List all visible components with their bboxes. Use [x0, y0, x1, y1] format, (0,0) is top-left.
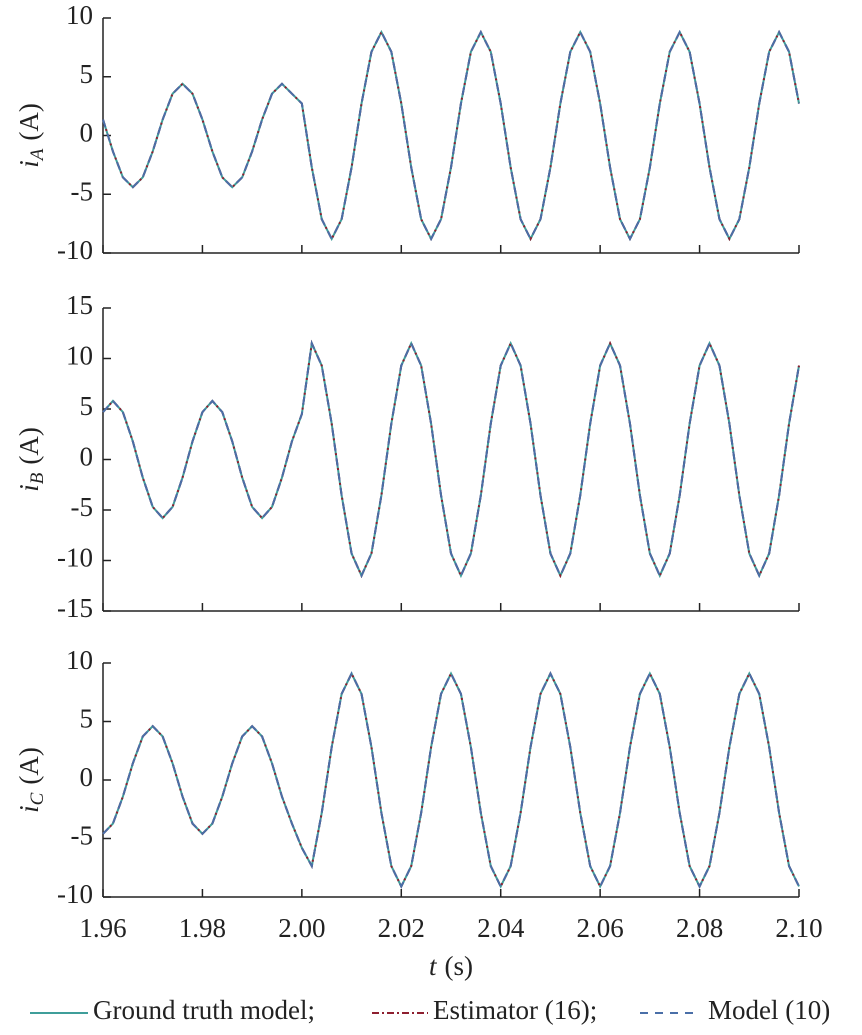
x-tick-label: 2.10 — [775, 913, 822, 943]
y-tick-label: 15 — [66, 290, 93, 320]
y-label-symbol: i — [14, 805, 44, 813]
series-line — [102, 671, 800, 889]
series-line — [102, 29, 800, 242]
y-tick-label: -5 — [71, 176, 94, 206]
y-label-unit: (A) — [14, 427, 44, 464]
y-tick-label: 5 — [80, 704, 94, 734]
y-tick-label: -10 — [57, 543, 93, 573]
x-tick-label: 2.08 — [676, 913, 723, 943]
y-tick-label: -5 — [71, 821, 94, 851]
x-tick-label: 2.00 — [278, 913, 325, 943]
y-label-symbol: i — [14, 160, 44, 168]
y-tick-label: 0 — [80, 762, 94, 792]
y-label-unit: (A) — [14, 103, 44, 140]
y-tick-label: -10 — [57, 235, 93, 265]
series-line — [102, 339, 800, 579]
y-tick-label: 0 — [80, 118, 94, 148]
x-label-symbol: t — [429, 951, 438, 981]
y-label: iB (A) — [14, 427, 48, 492]
y-label-unit: (A) — [14, 747, 44, 784]
y-label: iC (A) — [14, 747, 48, 813]
series-line — [102, 339, 800, 579]
legend-label: Estimator (16); — [433, 995, 597, 1025]
series-line — [102, 339, 800, 579]
x-tick-label: 2.04 — [477, 913, 525, 943]
y-tick-label: 5 — [80, 391, 94, 421]
y-tick-label: -5 — [71, 492, 94, 522]
y-tick-label: 10 — [66, 645, 93, 675]
y-label-subscript: B — [27, 472, 48, 484]
series-line — [102, 671, 800, 889]
y-label-subscript: A — [27, 148, 48, 162]
y-tick-label: 10 — [66, 0, 93, 30]
y-tick-label: 5 — [80, 59, 94, 89]
y-label-symbol: i — [14, 484, 44, 492]
series-line — [102, 29, 800, 242]
x-tick-label: 1.96 — [79, 913, 126, 943]
series-line — [102, 671, 800, 889]
x-tick-label: 2.06 — [577, 913, 624, 943]
x-tick-label: 2.02 — [378, 913, 425, 943]
y-label-subscript: C — [27, 792, 48, 805]
legend-label: Ground truth model; — [93, 995, 315, 1025]
x-label: t (s) — [429, 951, 473, 981]
y-tick-label: -10 — [57, 879, 93, 909]
x-tick-label: 1.98 — [179, 913, 226, 943]
y-label: iA (A) — [14, 103, 48, 168]
y-tick-label: 10 — [66, 341, 93, 371]
y-tick-label: -15 — [57, 593, 93, 623]
x-label-unit: (s) — [445, 951, 474, 981]
legend-label: Model (10) — [708, 995, 830, 1025]
y-tick-label: 0 — [80, 442, 94, 472]
